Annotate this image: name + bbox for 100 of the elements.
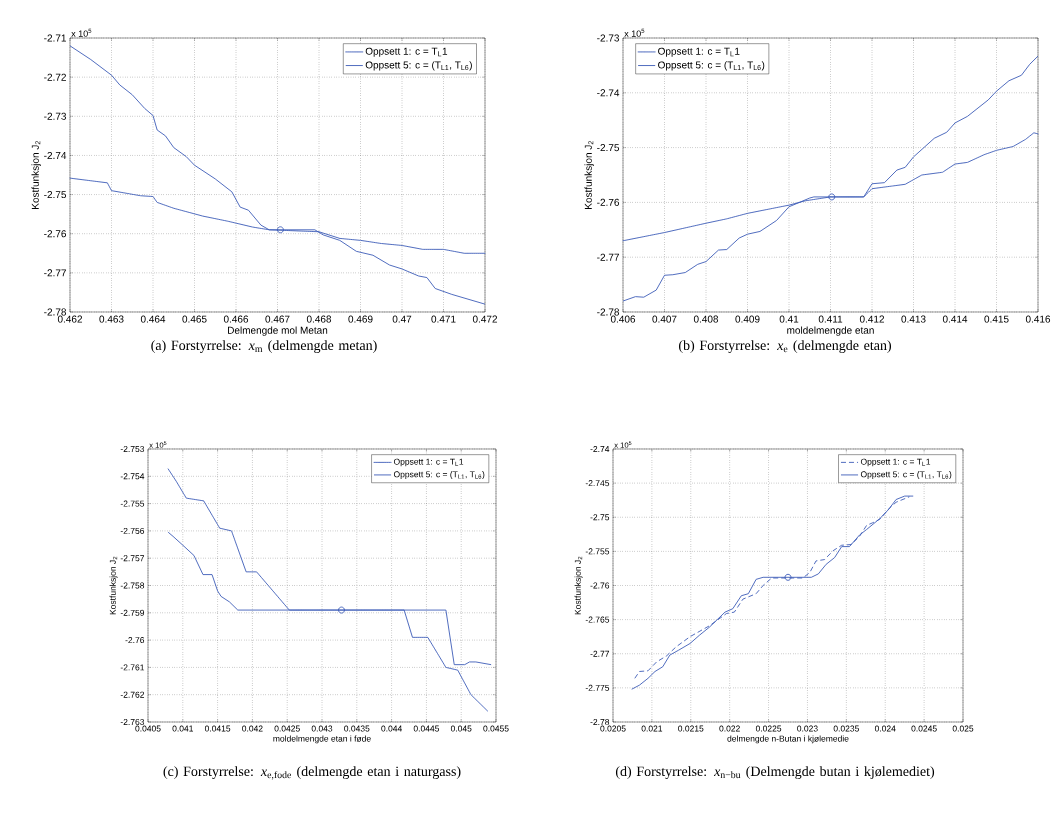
x-tick-label: 0.045 (450, 725, 472, 732)
text: (d) Forstyrrelse: x$_{n−bu}$ (Delmengde butan i kjølemediet) (615, 766, 935, 779)
x-tick-label: 0.411 (818, 315, 843, 323)
text: (a) Forstyrrelse: x$_{m}$ (delmengde metan) (151, 340, 377, 353)
x-tick-label: 0.468 (306, 315, 332, 323)
y-tick-label: -2.745 (585, 480, 610, 487)
y-tick-label: -2.77 (44, 269, 66, 277)
x-tick-label: 0.407 (652, 315, 677, 323)
x-tick-label: 0.0415 (204, 725, 231, 732)
y-tick-label: -2.755 (120, 500, 145, 507)
x-tick-label: 0.465 (182, 315, 207, 323)
y-tick-label: -2.765 (585, 616, 610, 623)
x-axis-title: Delmengde mol Metan (228, 326, 328, 336)
text: (b) Forstyrrelse: x$_{e}$ (delmengde etan) (679, 340, 892, 353)
legend-label: Oppsett 5: c = (T$_{L1}$, T$_{L6}$) (393, 471, 485, 480)
legend-label: Oppsett 1: c = T$_{L}$1 (365, 47, 448, 57)
y-tick-label: -2.72 (44, 73, 66, 81)
y-axis-title: Kostfunksjon J$_{2}$ (584, 141, 594, 209)
x-tick-label: 0.0405 (135, 725, 161, 732)
x-tick-label: 0.021 (641, 725, 663, 732)
y-tick-label: -2.74 (44, 151, 67, 159)
x-tick-label: 0.0225 (755, 725, 782, 732)
x-tick-label: 0.022 (719, 725, 740, 732)
x-tick-label: 0.0215 (678, 725, 704, 732)
y-tick-label: -2.74 (590, 446, 610, 452)
y-axis-title: Kostfunksjon J$_{2}$ (574, 556, 583, 615)
y-tick-label: -2.761 (120, 664, 145, 671)
x-tick-label: 0.409 (735, 315, 760, 323)
x-tick-label: 0.467 (265, 315, 290, 323)
x-tick-label: 0.023 (797, 725, 818, 732)
x-axis-title: moldelmengde etan (787, 326, 874, 336)
x-tick-label: 0.0205 (600, 725, 626, 732)
line-series (69, 45, 486, 305)
text: x 10$^{5}$ (624, 28, 645, 37)
y-axis-title: Kostfunksjon J$_{2}$ (31, 141, 41, 209)
x-tick-label: 0.0435 (344, 725, 370, 732)
y-tick-label: -2.75 (44, 191, 67, 199)
x-axis-title: moldelmengde etan i føde (273, 735, 371, 744)
y-tick-label: -2.753 (120, 446, 145, 452)
y-tick-label: -2.78 (590, 719, 610, 725)
y-tick-label: -2.76 (125, 637, 145, 644)
x-tick-label: 0.0235 (833, 725, 859, 732)
y-tick-label: -2.757 (120, 555, 145, 562)
x-tick-label: 0.025 (952, 725, 974, 732)
x-tick-label: 0.47 (392, 315, 412, 323)
x-tick-label: 0.472 (472, 315, 498, 323)
x-tick-label: 0.408 (693, 315, 719, 323)
y-tick-label: -2.756 (120, 527, 145, 534)
y-tick-label: -2.77 (597, 253, 619, 261)
legend-label: Oppsett 5: c = (T$_{L1}$, T$_{L6}$) (365, 61, 472, 71)
x-tick-label: 0.466 (223, 315, 249, 323)
y-tick-label: -2.71 (44, 34, 66, 42)
y-tick-label: -2.73 (597, 34, 620, 42)
x-tick-label: 0.471 (431, 315, 456, 323)
y-tick-label: -2.74 (597, 89, 620, 97)
x-tick-label: 0.0445 (413, 725, 440, 732)
x-tick-label: 0.462 (57, 315, 83, 323)
x-tick-label: 0.0455 (483, 725, 509, 732)
legend-label: Oppsett 1: c = T$_{L}$1 (393, 458, 464, 467)
x-tick-label: 0.416 (1025, 315, 1051, 323)
x-tick-label: 0.041 (172, 725, 194, 732)
x-tick-label: 0.0425 (274, 725, 300, 732)
legend-label: Oppsett 5: c = (T$_{L1}$, T$_{L6}$) (860, 471, 952, 480)
line-series (622, 55, 1039, 302)
legend-label: Oppsett 1: c = T$_{L}$1 (658, 47, 740, 57)
y-tick-label: -2.78 (44, 308, 67, 316)
y-tick-label: -2.77 (590, 650, 610, 657)
y-tick-label: -2.78 (597, 308, 620, 316)
x-tick-label: 0.469 (348, 315, 373, 323)
y-tick-label: -2.758 (120, 582, 145, 589)
text: x 10$^{5}$ (71, 28, 92, 37)
y-tick-label: -2.755 (585, 548, 610, 555)
x-tick-label: 0.414 (942, 315, 968, 323)
x-tick-label: 0.043 (311, 725, 333, 732)
x-tick-label: 0.415 (984, 315, 1009, 323)
y-tick-label: -2.76 (44, 230, 67, 238)
y-tick-label: -2.73 (44, 112, 67, 120)
y-tick-label: -2.762 (120, 691, 145, 698)
x-tick-label: 0.0245 (911, 725, 937, 732)
x-tick-label: 0.024 (874, 725, 896, 732)
legend-label: Oppsett 1: c = T$_{L}$1 (860, 458, 931, 467)
x-tick-label: 0.413 (901, 315, 926, 323)
y-tick-label: -2.763 (120, 719, 145, 725)
x-tick-label: 0.406 (610, 315, 636, 323)
y-tick-label: -2.75 (590, 514, 610, 521)
y-tick-label: -2.75 (597, 144, 620, 152)
y-tick-label: -2.775 (585, 684, 610, 691)
x-tick-label: 0.463 (99, 315, 124, 323)
x-tick-label: 0.044 (381, 725, 402, 732)
x-tick-label: 0.412 (859, 315, 885, 323)
x-axis-title: delmengde n-Butan i kjølemedie (727, 735, 849, 744)
y-tick-label: -2.76 (590, 582, 610, 589)
x-tick-label: 0.042 (242, 725, 263, 732)
y-tick-label: -2.754 (120, 473, 145, 480)
legend-label: Oppsett 5: c = (T$_{L1}$, T$_{L6}$) (658, 61, 765, 71)
y-axis-title: Kostfunksjon J$_{2}$ (109, 556, 118, 615)
text: (c) Forstyrrelse: x$_{e,fode}$ (delmengde etan i naturgass) (163, 766, 461, 780)
y-tick-label: -2.759 (120, 609, 145, 616)
y-tick-label: -2.76 (597, 198, 620, 206)
x-tick-label: 0.464 (140, 315, 166, 323)
